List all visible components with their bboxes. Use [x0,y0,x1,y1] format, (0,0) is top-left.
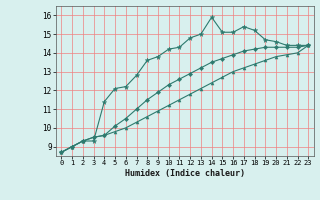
X-axis label: Humidex (Indice chaleur): Humidex (Indice chaleur) [125,169,245,178]
